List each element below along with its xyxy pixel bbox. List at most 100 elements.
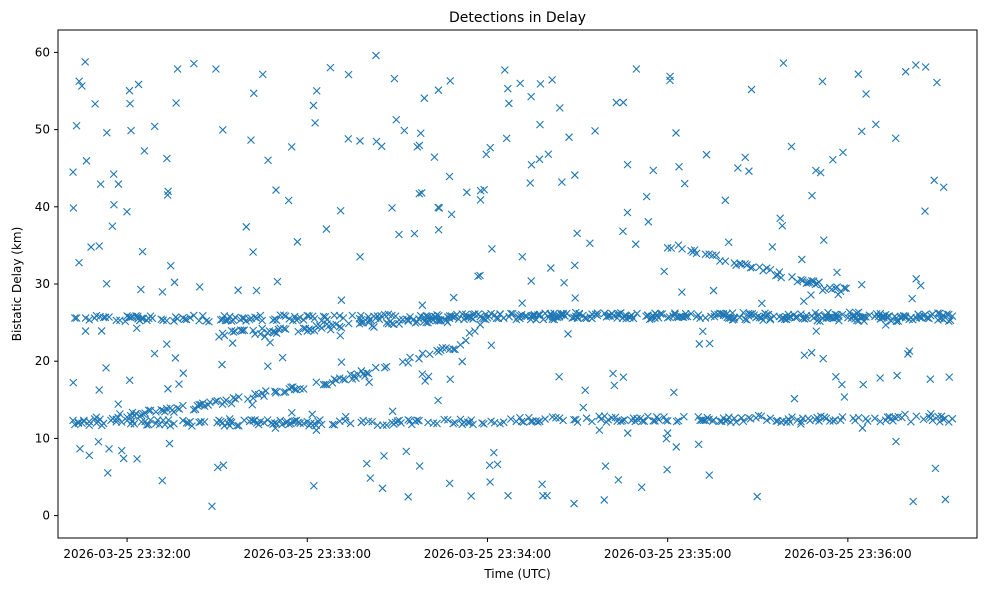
data-point xyxy=(164,384,172,393)
data-point xyxy=(114,180,123,188)
data-point xyxy=(790,394,799,403)
data-point xyxy=(305,312,313,321)
data-point xyxy=(211,397,220,406)
data-point xyxy=(335,311,344,320)
data-point xyxy=(366,474,375,483)
data-point xyxy=(663,417,672,425)
data-point xyxy=(138,247,147,256)
data-point xyxy=(124,313,133,321)
data-point xyxy=(908,294,917,303)
data-point xyxy=(620,415,629,424)
data-point xyxy=(678,288,686,297)
data-point xyxy=(346,419,355,428)
plot-area xyxy=(69,51,957,511)
data-point xyxy=(388,319,396,328)
data-point xyxy=(818,77,827,86)
data-point xyxy=(658,310,667,318)
data-point xyxy=(219,461,228,470)
data-point xyxy=(465,329,474,337)
data-point xyxy=(680,179,689,188)
data-point xyxy=(779,59,788,67)
data-point xyxy=(238,326,247,335)
data-point xyxy=(555,414,564,423)
data-point xyxy=(195,316,204,325)
data-point xyxy=(663,313,672,322)
data-point xyxy=(284,196,293,205)
data-point xyxy=(296,313,304,322)
data-point xyxy=(392,115,401,124)
data-point xyxy=(242,222,251,231)
data-point xyxy=(278,353,287,362)
data-point xyxy=(462,188,471,197)
data-point xyxy=(370,323,378,331)
data-point xyxy=(534,418,542,426)
data-point xyxy=(482,150,491,159)
data-point xyxy=(543,491,551,500)
data-point xyxy=(944,310,953,319)
data-point xyxy=(319,380,328,389)
data-point xyxy=(404,358,413,367)
data-point xyxy=(170,278,179,287)
data-point xyxy=(117,446,126,455)
data-point xyxy=(400,126,409,135)
data-point xyxy=(818,286,827,295)
data-point xyxy=(121,317,130,326)
data-point xyxy=(451,418,459,427)
data-point xyxy=(312,86,321,95)
data-point xyxy=(451,345,459,354)
data-point xyxy=(449,419,458,428)
data-point xyxy=(507,415,515,423)
data-point xyxy=(499,314,508,323)
data-point xyxy=(285,420,294,428)
data-point xyxy=(762,416,771,425)
data-point xyxy=(643,412,652,421)
data-point xyxy=(296,384,304,393)
data-point xyxy=(588,417,596,426)
data-point xyxy=(939,415,948,424)
data-point xyxy=(461,336,470,345)
data-point xyxy=(654,415,663,424)
data-point xyxy=(912,274,921,283)
data-point xyxy=(164,416,173,424)
data-point xyxy=(800,351,809,360)
data-point xyxy=(707,312,715,321)
data-point xyxy=(744,309,753,318)
data-point xyxy=(402,315,411,323)
data-point xyxy=(681,312,690,321)
data-point xyxy=(425,350,434,359)
data-point xyxy=(434,86,443,95)
data-point xyxy=(379,421,387,430)
data-point xyxy=(474,272,482,281)
data-point xyxy=(709,416,718,424)
data-point xyxy=(807,348,816,357)
data-point xyxy=(476,196,485,204)
data-point xyxy=(186,313,195,322)
data-point xyxy=(110,200,118,209)
data-point xyxy=(712,251,721,260)
data-point xyxy=(778,221,787,230)
data-point xyxy=(247,136,255,145)
data-point xyxy=(615,309,623,318)
data-point xyxy=(933,78,941,87)
data-point xyxy=(595,426,604,434)
data-point xyxy=(907,314,915,322)
data-point xyxy=(418,301,427,310)
data-point xyxy=(585,239,594,248)
data-point xyxy=(105,313,113,321)
data-point xyxy=(364,417,373,426)
data-point xyxy=(434,203,443,212)
data-point xyxy=(136,285,145,294)
data-point xyxy=(162,340,171,348)
data-point xyxy=(463,418,472,427)
data-point xyxy=(479,420,488,428)
data-point xyxy=(126,313,135,322)
data-point xyxy=(231,313,240,322)
data-point xyxy=(264,156,272,165)
data-point xyxy=(305,325,313,334)
data-point xyxy=(364,369,373,378)
data-point xyxy=(500,66,509,74)
data-point xyxy=(85,315,94,324)
y-tick-label: 50 xyxy=(35,123,50,137)
data-point xyxy=(446,77,455,85)
data-point xyxy=(862,90,870,98)
